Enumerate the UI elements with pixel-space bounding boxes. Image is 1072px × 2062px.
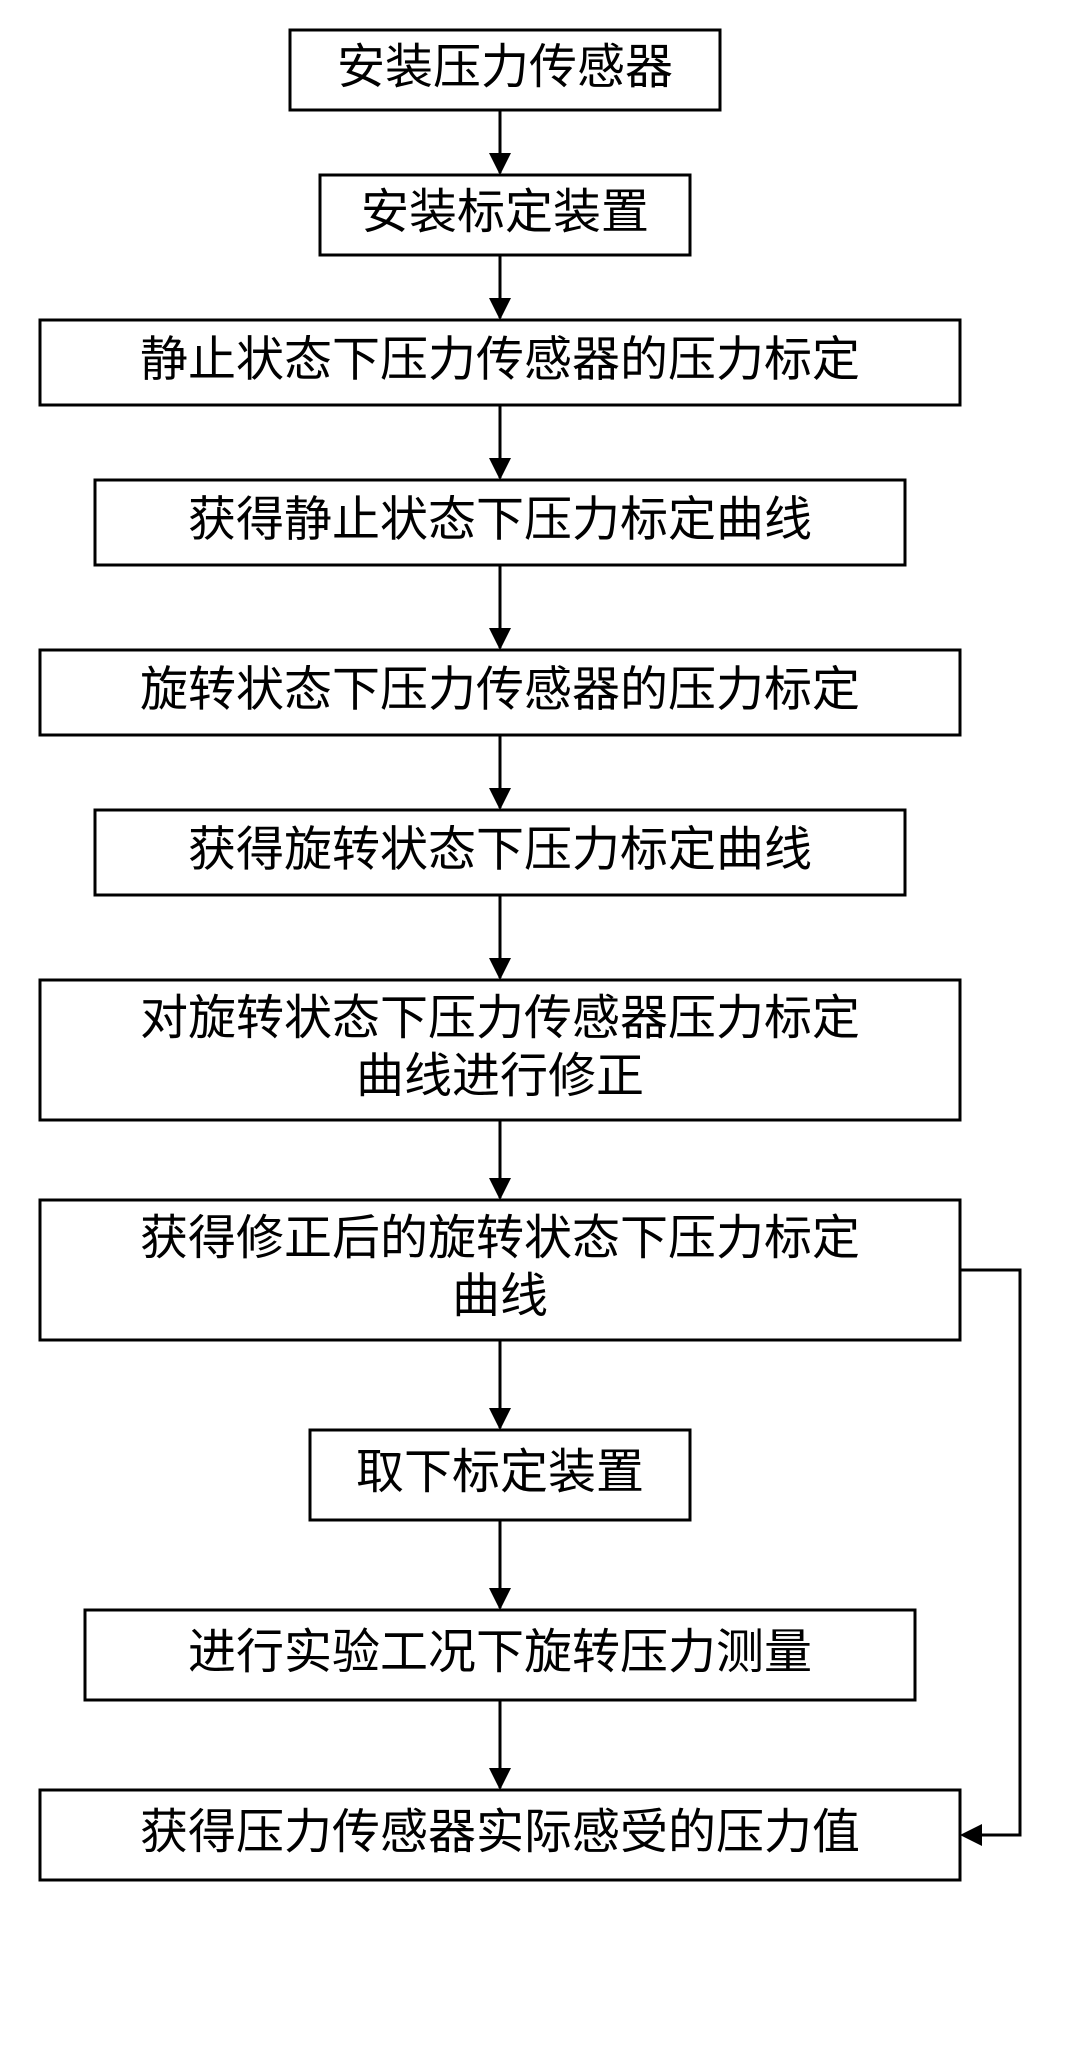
flow-node-label: 曲线进行修正: [356, 1050, 644, 1103]
flow-node: 获得静止状态下压力标定曲线: [95, 480, 905, 565]
flow-node: 安装标定装置: [320, 175, 690, 255]
flow-node: 取下标定装置: [310, 1430, 690, 1520]
flowchart-canvas: 安装压力传感器安装标定装置静止状态下压力传感器的压力标定获得静止状态下压力标定曲…: [0, 0, 1072, 2062]
flow-node: 获得旋转状态下压力标定曲线: [95, 810, 905, 895]
flow-node: 旋转状态下压力传感器的压力标定: [40, 650, 960, 735]
flow-node-label: 进行实验工况下旋转压力测量: [188, 1626, 812, 1679]
flow-node: 进行实验工况下旋转压力测量: [85, 1610, 915, 1700]
flow-edge-feedback: [960, 1270, 1020, 1835]
flow-node-label: 曲线: [452, 1270, 548, 1323]
flow-node-label: 对旋转状态下压力传感器压力标定: [140, 992, 860, 1045]
flow-node-label: 取下标定装置: [356, 1446, 644, 1499]
flow-node: 对旋转状态下压力传感器压力标定曲线进行修正: [40, 980, 960, 1120]
flow-node-label: 静止状态下压力传感器的压力标定: [140, 334, 860, 387]
flow-node: 静止状态下压力传感器的压力标定: [40, 320, 960, 405]
flow-node: 获得修正后的旋转状态下压力标定曲线: [40, 1200, 960, 1340]
flow-node-label: 获得静止状态下压力标定曲线: [188, 494, 812, 547]
flow-node-label: 获得压力传感器实际感受的压力值: [140, 1806, 860, 1859]
flow-node-label: 获得修正后的旋转状态下压力标定: [140, 1212, 860, 1265]
flow-node-label: 旋转状态下压力传感器的压力标定: [140, 664, 860, 717]
flow-node: 安装压力传感器: [290, 30, 720, 110]
flow-node-label: 安装标定装置: [361, 186, 649, 239]
flow-node: 获得压力传感器实际感受的压力值: [40, 1790, 960, 1880]
flow-node-label: 安装压力传感器: [337, 41, 673, 94]
flow-node-label: 获得旋转状态下压力标定曲线: [188, 824, 812, 877]
